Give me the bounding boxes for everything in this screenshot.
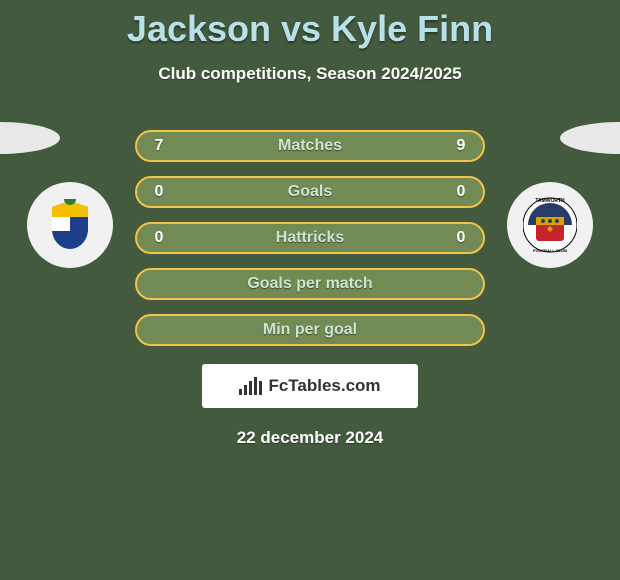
stat-left-value: 0 [151,229,167,247]
stat-label: Goals per match [247,275,372,293]
stat-right-value: 9 [453,137,469,155]
svg-text:FOOTBALL CLUB: FOOTBALL CLUB [533,248,567,253]
stat-right-value: 0 [453,229,469,247]
bars-icon [239,377,262,395]
player-oval-right [560,122,620,154]
stat-left-value: 7 [151,137,167,155]
stat-right-value: 0 [453,183,469,201]
shield-icon [48,199,92,251]
stat-left-value: 0 [151,183,167,201]
stat-label: Hattricks [276,229,344,247]
stat-label: Goals [288,183,332,201]
brand-text: FcTables.com [268,376,380,396]
team-crest-right: TAMWORTH FOOTBALL CLUB [500,182,600,268]
page-title: Jackson vs Kyle Finn [0,0,620,50]
brand-watermark: FcTables.com [202,364,418,408]
stat-label: Matches [278,137,342,155]
page-subtitle: Club competitions, Season 2024/2025 [0,64,620,84]
comparison-content: TAMWORTH FOOTBALL CLUB 7 Matches 9 0 Goa… [0,130,620,448]
stat-row: 7 Matches 9 [135,130,485,162]
stats-rows: 7 Matches 9 0 Goals 0 0 Hattricks 0 Goal… [135,130,485,346]
stat-row: Goals per match [135,268,485,300]
svg-text:TAMWORTH: TAMWORTH [535,198,565,204]
player-oval-left [0,122,60,154]
date-text: 22 december 2024 [0,428,620,448]
stat-row: 0 Goals 0 [135,176,485,208]
stat-label: Min per goal [263,321,357,339]
badge-icon: TAMWORTH FOOTBALL CLUB [523,195,577,255]
team-crest-left [20,182,120,268]
stat-row: Min per goal [135,314,485,346]
stat-row: 0 Hattricks 0 [135,222,485,254]
